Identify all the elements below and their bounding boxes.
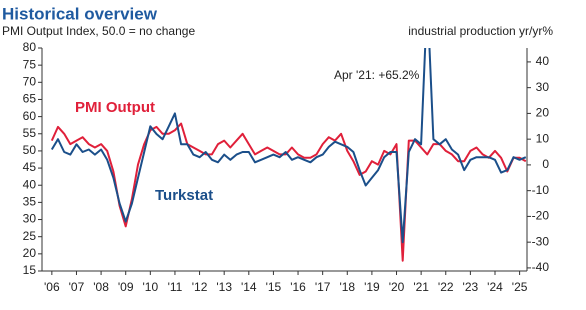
y2-tick-label: -40 (532, 260, 550, 274)
x-tick-label: '24 (487, 280, 503, 294)
y2-tick-label: 40 (536, 54, 550, 68)
y-tick-label: 55 (23, 126, 37, 140)
x-tick-label: '17 (315, 280, 331, 294)
y-tick-label: 15 (23, 263, 37, 277)
y-tick-label: 75 (23, 57, 37, 71)
x-tick-label: '23 (463, 280, 479, 294)
series-line (50, 48, 527, 244)
y2-tick-label: 20 (536, 106, 550, 120)
x-tick-label: '06 (44, 280, 60, 294)
y-tick-label: 65 (23, 92, 37, 106)
y-tick-label: 35 (23, 195, 37, 209)
y2-axis-label: industrial production yr/yr% (408, 24, 553, 38)
annotation: Apr '21: +65.2% (334, 68, 420, 82)
x-tick-label: '10 (143, 280, 159, 294)
y-tick-label: 20 (23, 246, 37, 260)
x-tick-label: '12 (192, 280, 208, 294)
series-label: Turkstat (155, 187, 213, 204)
plot-area (50, 48, 527, 262)
x-tick-label: '20 (389, 280, 405, 294)
x-tick-label: '25 (512, 280, 528, 294)
y-tick-label: 25 (23, 229, 37, 243)
y2-tick-label: -30 (532, 234, 550, 248)
y-tick-label: 50 (23, 143, 37, 157)
y2-tick-label: -10 (532, 183, 550, 197)
y-tick-label: 80 (23, 40, 37, 54)
x-tick-label: '22 (438, 280, 454, 294)
y-tick-label: 60 (23, 109, 37, 123)
y-tick-label: 70 (23, 74, 37, 88)
x-tick-label: '21 (413, 280, 429, 294)
x-tick-label: '07 (69, 280, 85, 294)
y2-tick-label: 0 (542, 157, 549, 171)
y2-tick-label: 30 (536, 80, 550, 94)
series-line (50, 122, 527, 262)
y2-tick-label: 10 (536, 131, 550, 145)
x-tick-label: '11 (168, 280, 183, 294)
x-tick-label: '15 (266, 280, 282, 294)
y-tick-label: 40 (23, 177, 37, 191)
x-tick-label: '09 (118, 280, 134, 294)
x-tick-label: '16 (290, 280, 306, 294)
chart-title: Historical overview (2, 4, 158, 23)
x-tick-label: '13 (216, 280, 232, 294)
x-tick-label: '08 (93, 280, 109, 294)
chart-subtitle: PMI Output Index, 50.0 = no change (2, 24, 195, 38)
y-tick-label: 30 (23, 212, 37, 226)
series-label: PMI Output (75, 99, 155, 116)
y2-tick-label: -20 (532, 209, 550, 223)
y-tick-label: 45 (23, 160, 37, 174)
x-tick-label: '19 (364, 280, 380, 294)
x-tick-label: '14 (241, 280, 257, 294)
x-tick-label: '18 (339, 280, 355, 294)
